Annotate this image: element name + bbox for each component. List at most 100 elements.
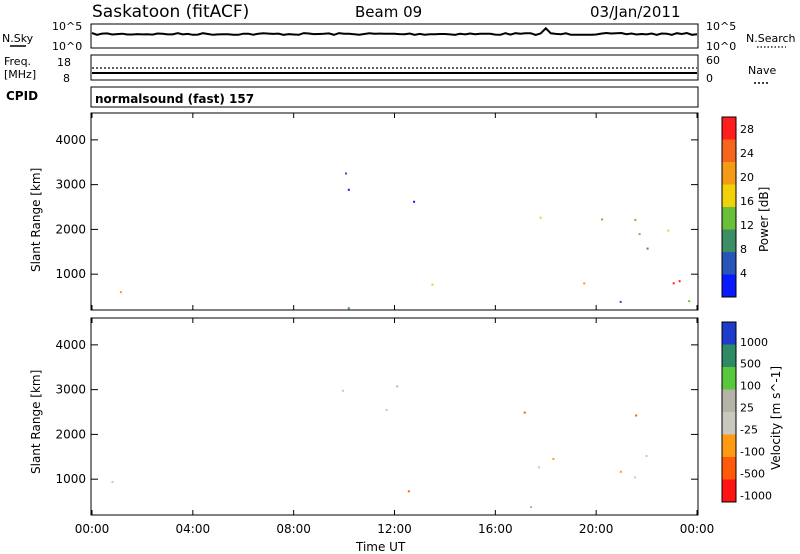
velocity-ytick-label: 4000 (55, 338, 86, 352)
power-panel-frame (90, 112, 699, 311)
velocity-colorbar-swatch (722, 344, 736, 368)
noise-left-tick-top: 10^5 (52, 20, 82, 33)
power-cell (119, 291, 122, 294)
velocity-colorbar-tick: -100 (740, 446, 765, 459)
x-tick-label: 00:00 (75, 522, 110, 536)
xlabel: Time UT (355, 540, 406, 554)
freq-label-1: Freq. (4, 55, 31, 68)
freq-tick-top: 18 (57, 56, 71, 69)
power-colorbar-swatch (722, 207, 736, 230)
beam-title: Beam 09 (355, 3, 422, 21)
power-colorbar-swatch (722, 162, 736, 185)
power-scatter (119, 172, 691, 310)
power-colorbar-swatch (722, 252, 736, 275)
velocity-cell (523, 411, 526, 414)
power-cell (601, 218, 603, 221)
power-y-axis: 1000 2000 3000 4000 (55, 133, 698, 281)
noise-right-tick-top: 10^5 (706, 20, 736, 33)
velocity-cell (530, 506, 532, 509)
power-colorbar-tick: 24 (740, 147, 754, 160)
velocity-cell (396, 385, 399, 388)
velocity-y-axis: 1000 2000 3000 4000 (55, 338, 698, 486)
nave-label: Nave (748, 64, 776, 77)
power-ytick-label: 4000 (55, 133, 86, 147)
power-cell (667, 229, 670, 232)
power-cell (638, 233, 641, 236)
noise-sky-line (91, 26, 698, 37)
power-cell (347, 307, 350, 310)
power-cell (672, 282, 675, 285)
velocity-cell (111, 481, 114, 484)
noise-right-tick-bottom: 10^0 (706, 40, 736, 53)
velocity-cell (635, 414, 638, 417)
velocity-cell (341, 389, 344, 392)
power-colorbar-tick: 12 (740, 219, 754, 232)
velocity-colorbar: 1000 500 100 25 -25 -100 -500 -1000 (721, 321, 772, 503)
power-colorbar-swatch (722, 184, 736, 208)
velocity-colorbar-swatch (722, 322, 736, 345)
x-tick-label: 16:00 (478, 522, 513, 536)
power-colorbar-swatch (722, 274, 736, 298)
velocity-colorbar-tick: -500 (740, 467, 765, 480)
power-colorbar: 4 8 12 16 20 24 28 (721, 116, 754, 298)
noise-right-label: N.Search (746, 32, 796, 45)
power-cell (345, 172, 347, 175)
power-ytick-label: 1000 (55, 267, 86, 281)
velocity-ytick-label: 3000 (55, 383, 86, 397)
velocity-colorbar-tick: 100 (740, 380, 761, 393)
power-cell (431, 283, 434, 286)
velocity-colorbar-tick: 1000 (740, 336, 768, 349)
power-colorbar-swatch (722, 139, 736, 163)
power-cell (413, 200, 416, 203)
cpid-value: normalsound (fast) 157 (95, 92, 254, 106)
velocity-cell (552, 457, 555, 460)
nave-tick-top: 60 (706, 54, 720, 67)
velocity-colorbar-swatch (722, 479, 736, 503)
power-colorbar-swatch (722, 117, 736, 140)
x-tick-label: 20:00 (579, 522, 614, 536)
velocity-cell (407, 490, 410, 493)
velocity-colorbar-swatch (722, 389, 736, 413)
power-cell (634, 218, 637, 221)
power-colorbar-label: Power [dB] (757, 187, 771, 252)
cpid-panel-frame (90, 86, 699, 108)
power-ylabel: Slant Range [km] (29, 168, 43, 272)
velocity-scatter (111, 385, 648, 509)
velocity-cell (645, 455, 648, 457)
power-colorbar-tick: 16 (740, 195, 754, 208)
noise-panel-frame (90, 23, 699, 49)
velocity-colorbar-swatch (722, 367, 736, 390)
velocity-colorbar-tick: -1000 (740, 489, 772, 502)
power-colorbar-tick: 28 (740, 123, 754, 136)
power-cell (347, 188, 350, 191)
x-tick-label: 08:00 (276, 522, 311, 536)
velocity-colorbar-swatch (722, 412, 736, 435)
velocity-colorbar-frame (721, 321, 737, 503)
velocity-ytick-label: 1000 (55, 472, 86, 486)
station-title: Saskatoon (fitACF) (92, 2, 249, 22)
velocity-colorbar-tick: -25 (740, 424, 758, 437)
x-tick-label: 00:00 (680, 522, 715, 536)
velocity-cell (634, 476, 637, 479)
cpid-label: CPID (6, 89, 38, 103)
power-cell (619, 300, 622, 303)
freq-tick-bottom: 8 (63, 72, 70, 85)
freq-panel-frame (90, 54, 699, 81)
velocity-colorbar-label: Velocity [m s^-1] (769, 366, 783, 470)
power-colorbar-swatch (722, 229, 736, 253)
power-colorbar-tick: 8 (740, 243, 747, 256)
power-cell (646, 247, 649, 250)
freq-label-2: [MHz] (4, 68, 36, 81)
power-cell (688, 300, 691, 303)
nave-tick-bottom: 0 (706, 72, 713, 85)
power-colorbar-frame (721, 116, 737, 298)
velocity-colorbar-swatch (722, 434, 736, 458)
noise-left-label: N.Sky (2, 32, 34, 45)
power-ytick-label: 3000 (55, 178, 86, 192)
noise-left-tick-bottom: 10^0 (52, 40, 82, 53)
velocity-panel-frame (90, 317, 699, 516)
time-axis: 00:00 04:00 08:00 12:00 16:00 20:00 00:00 (75, 113, 715, 536)
x-tick-label: 04:00 (176, 522, 211, 536)
power-cell (583, 282, 586, 285)
x-tick-label: 12:00 (377, 522, 412, 536)
